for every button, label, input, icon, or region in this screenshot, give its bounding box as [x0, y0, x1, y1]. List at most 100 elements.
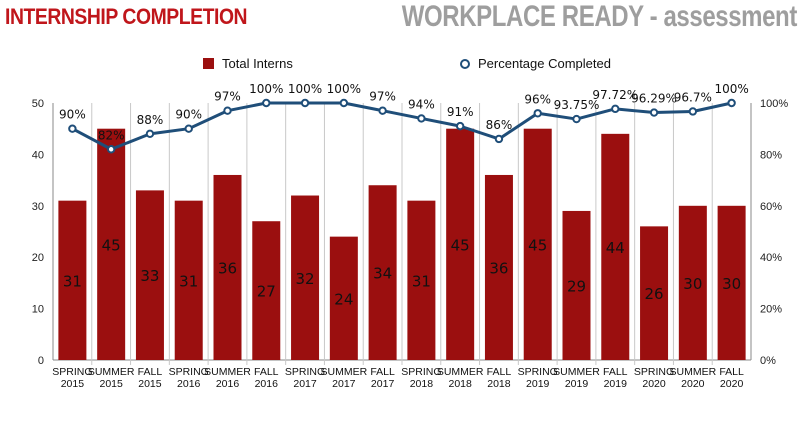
bar [562, 210, 591, 360]
y2-tick-label: 60% [760, 201, 782, 213]
line-value-label: 91% [447, 105, 474, 119]
y2-tick-label: 20% [760, 304, 782, 316]
bar-value-label: 36 [218, 259, 237, 277]
y2-tick-label: 100% [760, 98, 788, 110]
x-tick-label: SUMMER [669, 366, 716, 378]
line-point [223, 106, 232, 115]
x-tick-label: 2015 [99, 378, 123, 390]
x-tick-label: 2017 [332, 378, 356, 390]
line-value-label: 100% [327, 82, 361, 96]
line-value-label: 93.75% [554, 98, 600, 112]
legend-label-total-interns: Total Interns [222, 56, 293, 71]
bar-value-label: 27 [257, 283, 276, 301]
line-value-label: 90% [175, 108, 202, 122]
x-tick-label: SUMMER [553, 366, 600, 378]
legend-line-marker [460, 58, 470, 69]
bar [252, 221, 281, 360]
chart-subtitle: WORKPLACE READY - assessment [401, 0, 798, 33]
bar [329, 236, 358, 360]
line-point [417, 114, 426, 123]
line-point [339, 98, 349, 108]
x-tick-label: SPRING [169, 366, 209, 378]
bar [368, 185, 397, 360]
line-point [378, 106, 387, 115]
y-tick-label: 30 [32, 201, 44, 213]
y-tick-label: 10 [32, 304, 44, 316]
line-point [184, 124, 193, 133]
line-point [649, 108, 659, 117]
bar-value-label: 30 [683, 275, 702, 293]
x-tick-label: 2017 [371, 378, 395, 390]
x-tick-label: SUMMER [320, 366, 367, 378]
x-tick-label: 2018 [487, 378, 511, 390]
bar-value-label: 26 [645, 285, 664, 303]
bar-value-label: 45 [528, 236, 547, 254]
x-tick-label: 2015 [61, 378, 85, 390]
x-tick-label: 2019 [526, 378, 550, 390]
x-tick-label: 2018 [410, 378, 434, 390]
x-tick-label: SUMMER [437, 366, 484, 378]
x-tick-label: 2020 [720, 378, 744, 390]
bar [523, 128, 552, 360]
x-tick-label: 2019 [565, 378, 589, 390]
line-point [533, 109, 542, 118]
bar-value-label: 31 [412, 272, 431, 290]
bar [640, 226, 669, 360]
legend-item-total-interns: Total Interns [203, 56, 293, 71]
x-tick-label: 2016 [177, 378, 201, 390]
line-value-label: 94% [408, 97, 435, 111]
line-value-label: 97% [369, 90, 396, 104]
bar-value-label: 32 [296, 270, 315, 288]
y2-tick-label: 40% [760, 252, 782, 264]
bar-value-label: 30 [722, 275, 741, 293]
x-tick-label: 2017 [293, 378, 317, 390]
line-point [455, 121, 465, 131]
x-tick-label: FALL [487, 366, 512, 378]
x-tick-label: SPRING [52, 366, 92, 378]
line-value-label: 96.29% [631, 92, 677, 106]
x-tick-label: FALL [603, 366, 628, 378]
x-tick-label: 2020 [642, 378, 666, 390]
line-point [688, 107, 698, 116]
legend-item-percentage-completed: Percentage Completed [460, 56, 611, 71]
x-tick-label: SUMMER [88, 366, 135, 378]
x-tick-label: SUMMER [204, 366, 251, 378]
bar-value-label: 33 [140, 267, 159, 285]
bar-value-label: 31 [179, 272, 198, 290]
bar [135, 190, 164, 360]
bar-value-label: 36 [489, 259, 508, 277]
y-tick-label: 0 [38, 355, 44, 367]
line-point [572, 114, 581, 124]
line-point [106, 145, 116, 154]
y-tick-label: 20 [32, 252, 44, 264]
y2-tick-label: 0% [760, 355, 776, 367]
bar-value-label: 34 [373, 265, 392, 283]
line-value-label: 96.7% [674, 90, 712, 104]
bar [58, 200, 87, 360]
x-tick-label: FALL [138, 366, 163, 378]
x-tick-label: FALL [254, 366, 279, 378]
bar-value-label: 45 [451, 236, 470, 254]
bar [174, 200, 203, 360]
x-tick-label: SPRING [634, 366, 674, 378]
y2-tick-label: 80% [760, 149, 782, 161]
line-value-label: 97% [214, 90, 241, 104]
y-tick-label: 50 [32, 98, 44, 110]
bar [213, 174, 242, 360]
x-tick-label: FALL [370, 366, 395, 378]
percentage-line [71, 101, 732, 151]
bar [291, 195, 320, 360]
bar [484, 174, 513, 360]
line-value-label: 90% [59, 108, 86, 122]
x-tick-label: 2016 [216, 378, 240, 390]
line-value-label: 97.72% [592, 88, 638, 102]
line-value-label: 88% [137, 113, 164, 127]
line-point [68, 124, 77, 133]
bar [446, 128, 475, 360]
x-tick-label: 2018 [448, 378, 472, 390]
bar [678, 205, 707, 360]
chart-title: INTERNSHIP COMPLETION [5, 4, 248, 29]
legend-bar-swatch [203, 58, 214, 69]
x-tick-label: 2016 [255, 378, 279, 390]
